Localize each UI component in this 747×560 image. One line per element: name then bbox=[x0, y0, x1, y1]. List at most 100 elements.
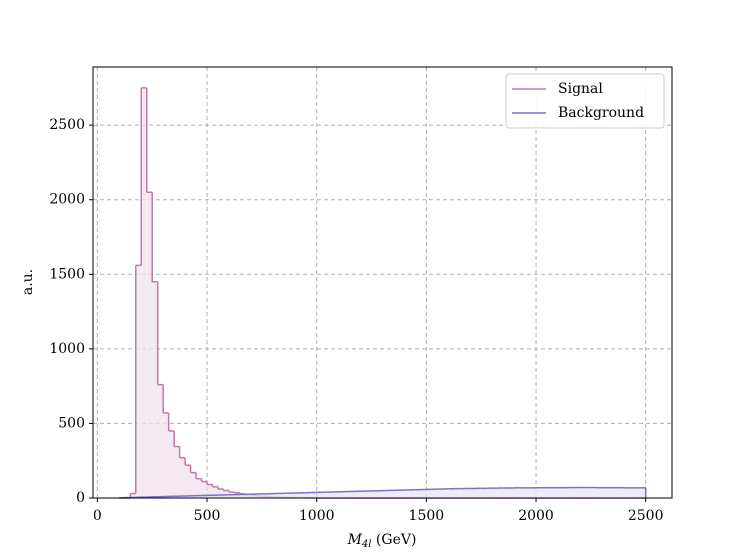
x-label-unit: (GeV) bbox=[376, 532, 417, 548]
histogram-bar bbox=[557, 487, 564, 498]
histogram-bar bbox=[311, 492, 317, 498]
histogram-bar bbox=[349, 491, 356, 498]
histogram-bar bbox=[475, 488, 482, 498]
histogram-bar bbox=[409, 489, 416, 498]
histogram-bar bbox=[355, 491, 361, 498]
histogram-bar bbox=[426, 489, 432, 498]
histogram-bar bbox=[514, 487, 520, 498]
grid bbox=[93, 67, 672, 499]
histogram-bar bbox=[272, 493, 279, 498]
x-tick-label: 2500 bbox=[628, 508, 664, 524]
histogram-bar bbox=[536, 487, 542, 498]
histogram-bar bbox=[174, 496, 180, 498]
histogram-bar bbox=[234, 494, 240, 498]
histogram-bar bbox=[174, 446, 180, 498]
histogram-bar bbox=[470, 488, 476, 498]
y-tick-label: 2000 bbox=[49, 192, 85, 208]
histogram-bar bbox=[239, 494, 246, 498]
histogram-bar bbox=[130, 493, 136, 498]
histogram-bar bbox=[503, 488, 509, 498]
histogram-bar bbox=[294, 492, 301, 498]
histogram-bar bbox=[393, 490, 399, 498]
histogram-bar bbox=[404, 489, 410, 498]
histogram-bar bbox=[420, 489, 427, 498]
histogram-bar bbox=[344, 491, 350, 498]
histogram-bar bbox=[152, 281, 158, 498]
histogram-bar bbox=[267, 493, 273, 498]
x-tick-label: 1500 bbox=[409, 508, 445, 524]
histogram-bar bbox=[481, 488, 487, 498]
histogram-bar bbox=[464, 488, 471, 498]
histogram-bar bbox=[431, 489, 438, 498]
histogram-bar bbox=[196, 495, 202, 498]
histogram-bar bbox=[596, 487, 602, 498]
histogram-bar bbox=[568, 487, 575, 498]
histogram-bar bbox=[201, 495, 208, 498]
x-tick-label: 1000 bbox=[299, 508, 335, 524]
histogram-bar bbox=[223, 494, 229, 498]
x-tick-label: 2000 bbox=[518, 508, 554, 524]
histogram-bar bbox=[218, 489, 224, 498]
histogram-bar bbox=[442, 488, 449, 498]
x-tick-label: 0 bbox=[93, 508, 102, 524]
histogram-bar bbox=[492, 488, 498, 498]
histogram-bar bbox=[360, 491, 367, 498]
histogram-bar bbox=[212, 486, 219, 498]
histogram-bar bbox=[333, 491, 339, 498]
histogram-bar bbox=[256, 493, 262, 498]
histogram-bar bbox=[228, 494, 235, 498]
y-tick-label: 2500 bbox=[49, 117, 85, 133]
histogram-bar bbox=[387, 490, 394, 498]
histogram-bar bbox=[168, 430, 175, 498]
histogram-bar bbox=[212, 495, 219, 498]
histogram-bar bbox=[519, 487, 526, 498]
histogram-bar bbox=[245, 494, 251, 498]
histogram-bar bbox=[634, 487, 641, 498]
histogram-bar bbox=[525, 487, 531, 498]
histogram-bar bbox=[261, 493, 268, 498]
histogram-bar bbox=[448, 488, 454, 498]
histogram-bar bbox=[278, 493, 284, 498]
y-tick-label: 0 bbox=[76, 490, 85, 506]
histogram-bar bbox=[289, 493, 295, 498]
histogram-bar bbox=[486, 488, 493, 498]
histogram-bar bbox=[157, 384, 164, 498]
histogram-bar bbox=[146, 192, 153, 498]
histogram-bar bbox=[305, 492, 312, 498]
histogram-bar bbox=[135, 265, 142, 498]
histogram-bar bbox=[574, 487, 580, 498]
histogram-bar bbox=[607, 487, 613, 498]
histogram-bar bbox=[190, 472, 197, 498]
histogram-bar bbox=[563, 487, 569, 498]
histogram-bar bbox=[163, 412, 169, 498]
histogram-bar bbox=[185, 495, 191, 498]
histogram-bar bbox=[546, 487, 553, 498]
histogram-bar bbox=[601, 487, 608, 498]
marks bbox=[118, 87, 647, 499]
legend: Signal Background bbox=[505, 73, 665, 129]
histogram-bar bbox=[453, 488, 460, 498]
histogram-bar bbox=[366, 490, 372, 498]
histogram-bar bbox=[623, 487, 630, 498]
histogram-bar bbox=[179, 496, 186, 498]
histogram-bar bbox=[141, 87, 147, 498]
histogram-bar bbox=[629, 487, 635, 498]
histogram-bar bbox=[590, 487, 597, 498]
histogram-bar bbox=[196, 478, 202, 498]
histogram-bar bbox=[185, 465, 191, 498]
histogram-bar bbox=[322, 492, 328, 498]
histogram-bar bbox=[207, 484, 213, 498]
y-axis-label: a.u. bbox=[20, 269, 36, 295]
histogram-bar bbox=[382, 490, 388, 498]
histogram-bar bbox=[201, 481, 208, 498]
legend-label: Signal bbox=[558, 81, 603, 97]
histogram-bar bbox=[300, 492, 306, 498]
histogram-bar bbox=[371, 490, 378, 498]
axes: 0 500 1000 1500 2000 2500 0 500 1000 1500 2000 2500 bbox=[49, 117, 663, 524]
histogram-bar bbox=[585, 487, 591, 498]
histogram-bar bbox=[327, 492, 334, 498]
plot-frame bbox=[92, 66, 673, 499]
histogram-bar bbox=[618, 487, 624, 498]
histogram-bar bbox=[497, 488, 504, 498]
histogram-bar bbox=[190, 495, 197, 498]
